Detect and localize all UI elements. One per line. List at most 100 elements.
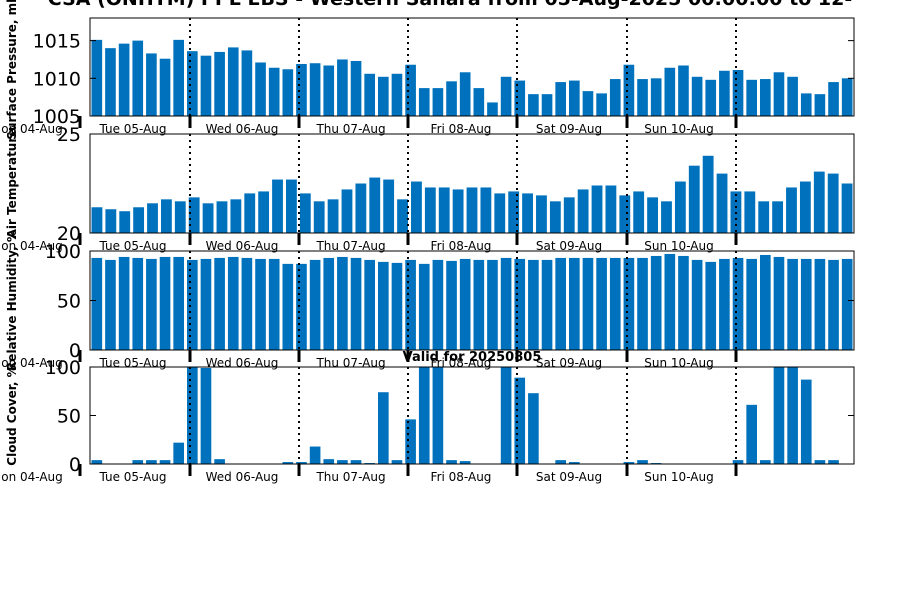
x-tick-label: Sun 10-Aug: [644, 122, 713, 136]
x-tick-label: Fri 08-Aug: [431, 239, 492, 253]
bar: [230, 199, 242, 233]
bar: [732, 257, 744, 350]
bar: [133, 207, 145, 233]
bar: [227, 47, 239, 116]
bar: [118, 256, 130, 350]
bar: [446, 260, 457, 350]
bar: [528, 393, 539, 464]
y-tick-label: 1010: [33, 68, 81, 90]
bar: [563, 197, 575, 233]
x-tick-label: Sat 09-Aug: [536, 470, 602, 484]
bar: [244, 193, 256, 233]
axes-frame: [89, 17, 855, 117]
bar: [459, 258, 471, 350]
bar: [582, 257, 594, 350]
bar: [758, 201, 770, 233]
bar: [650, 255, 662, 350]
bar: [459, 72, 471, 116]
bar: [473, 259, 485, 350]
bar: [146, 258, 157, 350]
bar: [296, 462, 307, 464]
bar: [522, 193, 533, 233]
bar: [500, 367, 512, 464]
bar: [272, 179, 283, 233]
bar: [719, 258, 730, 350]
bar: [418, 367, 430, 464]
bar: [555, 460, 566, 464]
bar: [691, 76, 703, 116]
bar: [841, 78, 853, 116]
bar: [369, 177, 381, 233]
x-tick-label: Sun 10-Aug: [644, 356, 713, 370]
bar: [569, 80, 580, 116]
y-tick-label: 0: [69, 454, 81, 476]
bar: [514, 80, 526, 116]
bar: [286, 179, 297, 233]
bar: [268, 67, 280, 116]
panel-1: 1005 1010 1015 on 04-Aug Tue 05-Aug Wed 06-Au…: [1, 0, 855, 140]
bar: [200, 55, 212, 116]
bar: [787, 76, 798, 116]
y-tick-label: 0: [69, 340, 81, 362]
bar: [446, 81, 457, 116]
bar: [337, 59, 348, 116]
bar: [619, 195, 631, 233]
bar: [378, 392, 389, 464]
bar: [800, 258, 812, 350]
bar: [159, 256, 171, 350]
y-tick-label: 1005: [33, 106, 81, 128]
x-tick-label: Sat 09-Aug: [536, 122, 602, 136]
bar: [487, 102, 498, 116]
bar: [487, 259, 498, 350]
bar: [241, 257, 253, 350]
bar: [411, 181, 422, 233]
bar: [637, 79, 648, 116]
bar: [569, 257, 580, 350]
bar: [814, 460, 826, 464]
x-tick-label: Sun 10-Aug: [644, 239, 713, 253]
bar: [187, 259, 198, 350]
x-tick-label: Sat 09-Aug: [536, 356, 602, 370]
bar: [432, 88, 444, 116]
bar: [555, 82, 566, 116]
y-tick-label: 50: [57, 291, 81, 313]
bar: [647, 197, 658, 233]
bar: [514, 258, 526, 350]
x-tick-label: on 04-Aug: [1, 122, 63, 136]
bar: [466, 187, 478, 233]
bar: [678, 255, 689, 350]
bar: [216, 201, 228, 233]
bar: [350, 60, 362, 116]
bar: [391, 460, 403, 464]
bar: [424, 187, 436, 233]
x-tick-label: Sat 09-Aug: [536, 239, 602, 253]
bar: [828, 259, 839, 350]
bar: [591, 185, 603, 233]
x-tick-label: Sun 10-Aug: [644, 470, 713, 484]
x-tick-label: on 04-Aug: [1, 470, 63, 484]
bar: [405, 419, 416, 464]
bar: [609, 79, 621, 116]
bar: [828, 82, 839, 116]
bar: [132, 40, 144, 117]
bar: [105, 48, 116, 116]
bar: [391, 73, 403, 116]
bar: [705, 79, 717, 116]
bar: [337, 460, 348, 464]
bar: [146, 460, 157, 464]
x-tick-label: Tue 05-Aug: [98, 356, 166, 370]
bar: [432, 259, 444, 350]
bar: [296, 63, 307, 116]
bar: [772, 201, 784, 233]
bar: [760, 460, 771, 464]
bar: [555, 257, 566, 350]
bar: [691, 259, 703, 350]
bar: [313, 201, 325, 233]
y-tick-label: 20: [57, 223, 81, 245]
bar: [255, 258, 266, 350]
bar: [132, 257, 144, 350]
bar: [438, 187, 450, 233]
bar: [841, 258, 853, 350]
bar: [91, 39, 103, 116]
bar: [664, 253, 676, 350]
